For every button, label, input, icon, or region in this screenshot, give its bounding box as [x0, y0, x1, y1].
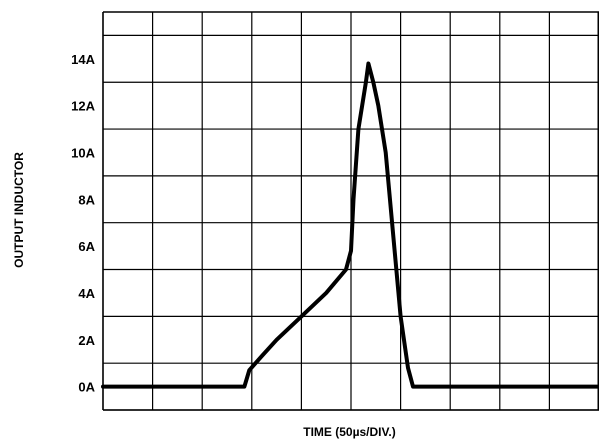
y-tick-label: 0A: [78, 380, 95, 395]
y-tick-label: 14A: [71, 52, 95, 67]
y-axis-label-text: OUTPUT INDUCTOR: [12, 152, 26, 268]
x-axis-label: TIME (50µs/DIV.): [303, 425, 396, 439]
grid: [102, 11, 599, 411]
y-axis-label: OUTPUT INDUCTOR: [4, 0, 34, 445]
y-tick-labels: 0A 2A 4A 6A 8A 10A 12A 14A: [71, 52, 95, 395]
y-tick-label: 4A: [78, 286, 95, 301]
y-tick-label: 10A: [71, 145, 95, 160]
y-tick-label: 12A: [71, 99, 95, 114]
y-tick-label: 8A: [78, 192, 95, 207]
y-tick-label: 2A: [78, 333, 95, 348]
y-tick-label: 6A: [78, 239, 95, 254]
current-trace: [101, 61, 599, 389]
